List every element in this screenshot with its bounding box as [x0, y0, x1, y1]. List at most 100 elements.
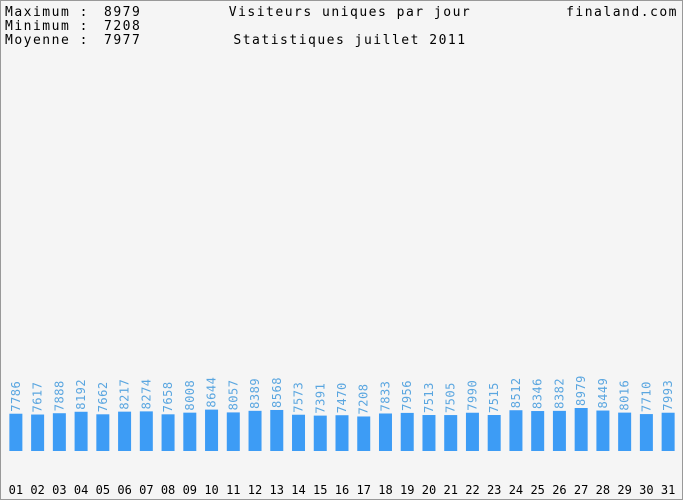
value-label: 7505 [444, 382, 458, 413]
value-label: 8979 [574, 375, 588, 406]
value-label: 8057 [226, 380, 240, 411]
x-tick-label: 16 [335, 483, 349, 497]
value-label: 8644 [205, 377, 219, 408]
stat-value: 8979 [104, 5, 141, 20]
value-label: 7833 [378, 381, 392, 412]
bar [639, 414, 653, 451]
x-tick-label: 31 [661, 483, 675, 497]
bar [226, 412, 240, 451]
bar [400, 412, 414, 451]
value-label: 7573 [292, 382, 306, 413]
bar [205, 409, 219, 451]
site-name: finaland.com [566, 5, 678, 20]
bar [531, 411, 545, 451]
value-label: 8382 [552, 378, 566, 409]
value-label: 7470 [335, 382, 349, 413]
bar [596, 410, 610, 451]
bar [9, 413, 23, 451]
value-label: 7515 [487, 382, 501, 413]
x-tick-label: 27 [574, 483, 588, 497]
x-tick-label: 23 [487, 483, 501, 497]
x-tick-label: 08 [161, 483, 175, 497]
value-label: 7990 [465, 380, 479, 411]
value-label: 7391 [313, 383, 327, 414]
value-label: 8568 [270, 377, 284, 408]
bar [552, 410, 566, 451]
x-tick-label: 24 [509, 483, 523, 497]
bar [422, 415, 436, 451]
x-tick-label: 22 [465, 483, 479, 497]
bar [661, 412, 675, 451]
stat-label: Minimum : [5, 19, 89, 34]
value-label: 8016 [618, 380, 632, 411]
x-tick-label: 13 [270, 483, 284, 497]
bar [574, 408, 588, 451]
value-label: 7658 [161, 381, 175, 412]
chart-title: Visiteurs uniques par jour [229, 5, 472, 20]
bar [118, 411, 132, 451]
value-label: 7993 [661, 380, 675, 411]
x-tick-label: 26 [552, 483, 566, 497]
value-label: 7617 [31, 382, 45, 413]
bar [52, 413, 66, 451]
x-tick-label: 03 [52, 483, 66, 497]
value-label: 8512 [509, 377, 523, 408]
stat-label: Maximum : [5, 5, 89, 20]
value-label: 7662 [96, 381, 110, 412]
x-tick-label: 06 [117, 483, 131, 497]
value-label: 7888 [52, 380, 66, 411]
x-tick-label: 17 [357, 483, 371, 497]
bar [357, 416, 371, 451]
bar [139, 411, 153, 451]
value-label: 7208 [357, 384, 371, 415]
stat-label: Moyenne : [5, 33, 89, 48]
value-label: 8274 [139, 378, 153, 409]
x-tick-label: 04 [74, 483, 88, 497]
bar [183, 412, 197, 451]
x-tick-label: 09 [183, 483, 197, 497]
x-tick-label: 29 [617, 483, 631, 497]
stat-value: 7977 [104, 33, 141, 48]
x-tick-label: 12 [248, 483, 262, 497]
bar [465, 412, 479, 451]
x-tick-label: 15 [313, 483, 327, 497]
bar [96, 414, 110, 451]
value-label: 7786 [9, 381, 23, 412]
bar [335, 415, 349, 451]
x-tick-label: 30 [639, 483, 653, 497]
bar [74, 411, 88, 451]
bar [487, 415, 501, 451]
x-tick-label: 02 [30, 483, 44, 497]
x-tick-label: 01 [9, 483, 23, 497]
bar [509, 410, 523, 451]
x-tick-label: 28 [596, 483, 610, 497]
x-tick-label: 18 [378, 483, 392, 497]
value-label: 8389 [248, 378, 262, 409]
bar [270, 409, 284, 451]
x-tick-label: 14 [291, 483, 305, 497]
value-label: 8449 [596, 378, 610, 409]
x-tick-label: 10 [204, 483, 218, 497]
stat-value: 7208 [104, 19, 141, 34]
x-tick-label: 07 [139, 483, 153, 497]
bar [618, 412, 632, 451]
value-label: 8192 [74, 379, 88, 410]
bar [161, 414, 175, 451]
bar [378, 413, 392, 451]
bar [444, 415, 458, 451]
bar [248, 410, 262, 451]
value-label: 8217 [118, 379, 132, 410]
bar [292, 414, 306, 451]
x-tick-label: 20 [422, 483, 436, 497]
bar [31, 414, 45, 451]
value-label: 8008 [183, 380, 197, 411]
x-tick-label: 21 [443, 483, 457, 497]
value-label: 8346 [531, 378, 545, 409]
x-tick-label: 25 [530, 483, 544, 497]
x-tick-label: 19 [400, 483, 414, 497]
x-tick-label: 11 [226, 483, 240, 497]
value-label: 7710 [639, 381, 653, 412]
chart-subtitle: Statistiques juillet 2011 [233, 33, 466, 48]
bar [313, 415, 327, 451]
